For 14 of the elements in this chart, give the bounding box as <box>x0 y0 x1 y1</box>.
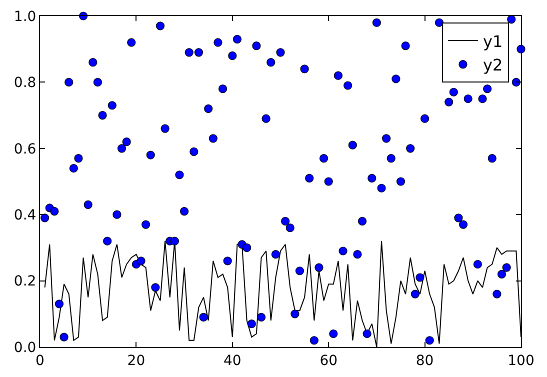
x-tick-label: 40 <box>223 352 242 369</box>
legend-label: y2 <box>482 56 503 75</box>
x-tick-label: 0 <box>36 352 44 369</box>
legend-label: y1 <box>482 32 503 51</box>
y-tick-label: 0.4 <box>14 208 36 224</box>
x-tick-label: 80 <box>416 352 434 369</box>
x-tick-label: 60 <box>320 352 338 369</box>
x-tick-label: 20 <box>127 352 146 369</box>
y-tick-label: 0.0 <box>14 340 36 356</box>
y-tick-label: 0.8 <box>14 75 36 92</box>
x-tick-label: 100 <box>508 352 534 369</box>
y-tick-label: 0.6 <box>14 141 36 158</box>
y-tick-label: 0.2 <box>14 274 36 290</box>
y-tick-label: 1.0 <box>14 8 36 25</box>
